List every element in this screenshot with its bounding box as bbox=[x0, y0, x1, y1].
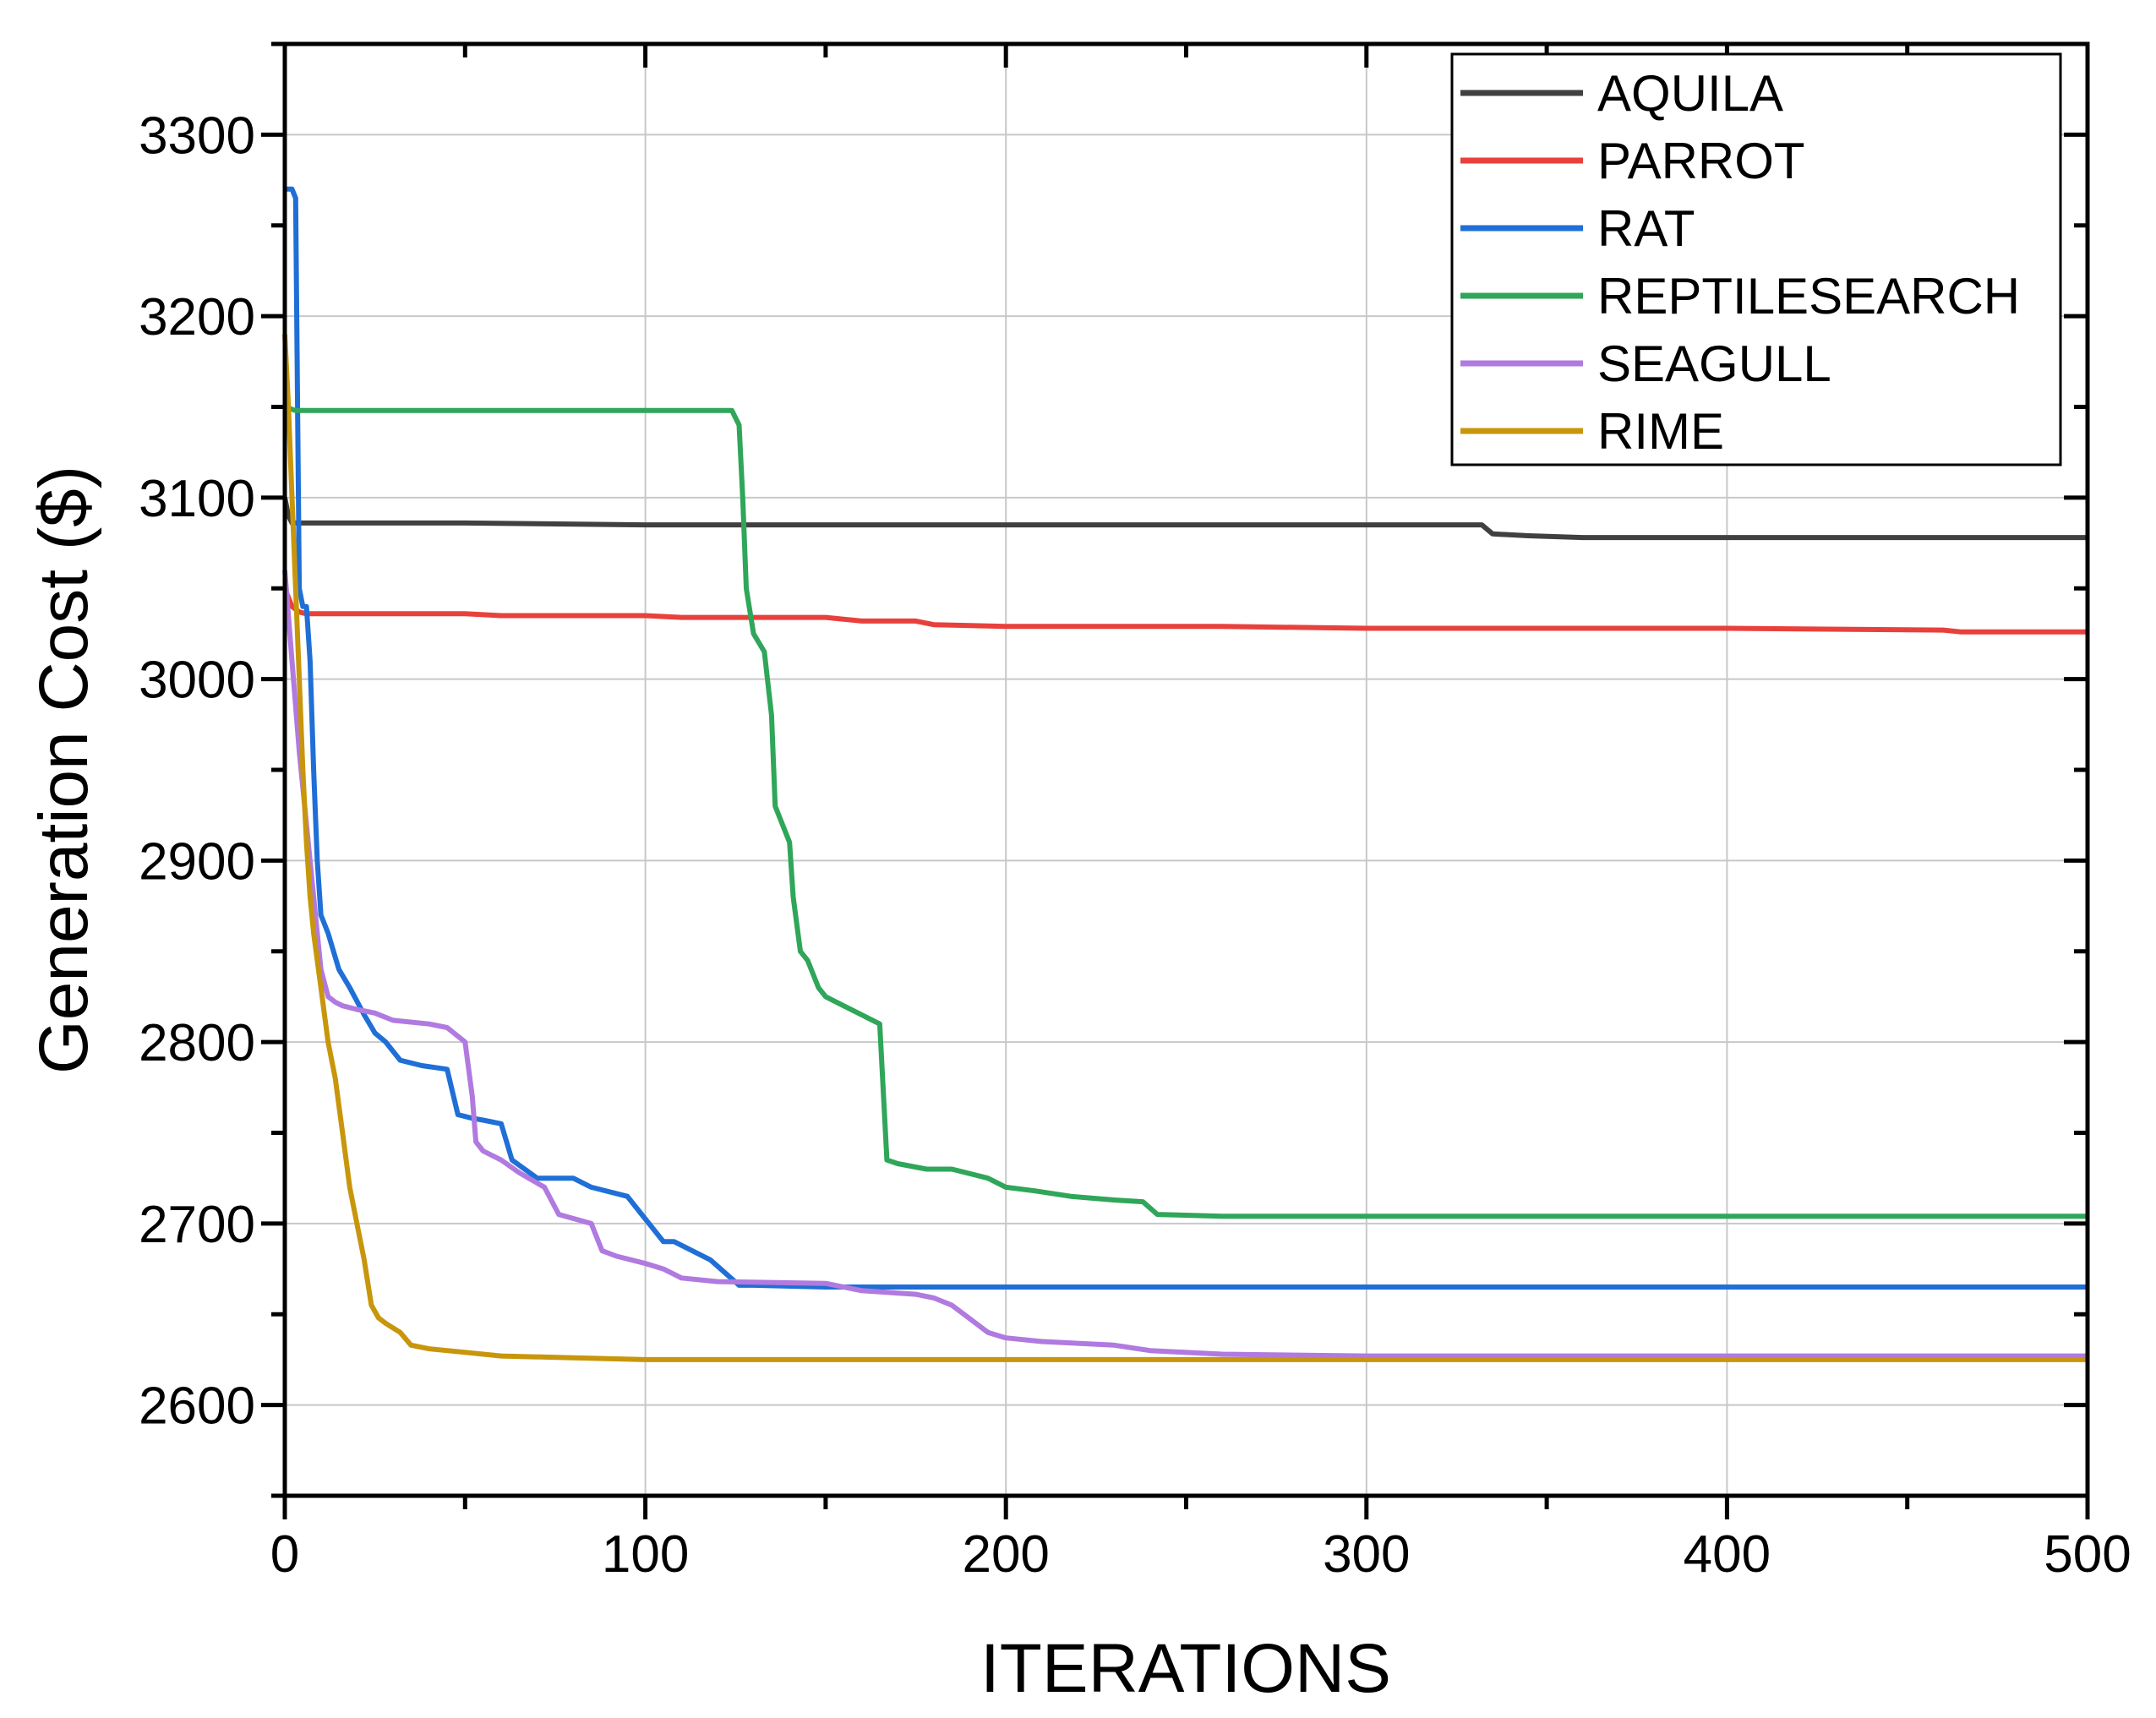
y-tick-label: 3300 bbox=[139, 106, 255, 165]
series-line-aquila bbox=[282, 497, 2088, 541]
legend-label: AQUILA bbox=[1597, 65, 1783, 122]
x-tick-label: 400 bbox=[1684, 1525, 1771, 1584]
y-tick-label: 2900 bbox=[139, 832, 255, 891]
legend: AQUILA PARROT RAT REPTILESEARCH SEAGULL RIME bbox=[1450, 52, 2062, 466]
series-lines bbox=[282, 186, 2088, 1362]
legend-label: PARROT bbox=[1597, 133, 1805, 189]
y-tick-label: 3100 bbox=[139, 470, 255, 528]
x-tick-label: 100 bbox=[602, 1525, 689, 1584]
y-tick-label: 3200 bbox=[139, 288, 255, 346]
x-tick-label: 0 bbox=[270, 1525, 299, 1584]
legend-box bbox=[1450, 52, 2062, 466]
series-line-seagull bbox=[282, 570, 2088, 1359]
x-tick-label: 500 bbox=[2044, 1525, 2131, 1584]
y-tick-label: 3000 bbox=[139, 652, 255, 710]
series-line-reptilesearch bbox=[284, 404, 2088, 1219]
y-axis-title: Generation Cost ($) bbox=[25, 466, 102, 1074]
y-tick-labels: 2600 2700 2800 2900 3000 3100 3200 3300 bbox=[139, 106, 255, 1435]
legend-label: SEAGULL bbox=[1597, 335, 1831, 392]
y-tick-label: 2800 bbox=[139, 1014, 255, 1072]
legend-label: RAT bbox=[1597, 200, 1695, 257]
y-tick-label: 2700 bbox=[139, 1196, 255, 1254]
y-tick-label: 2600 bbox=[139, 1377, 255, 1436]
x-tick-label: 200 bbox=[962, 1525, 1049, 1584]
legend-label: RIME bbox=[1597, 403, 1724, 460]
legend-label: REPTILESEARCH bbox=[1597, 268, 2020, 325]
series-line-rime bbox=[282, 334, 2088, 1362]
series-line-parrot bbox=[282, 587, 2088, 635]
x-axis-title: ITERATIONS bbox=[980, 1630, 1391, 1707]
x-tick-labels: 0 100 200 300 400 500 bbox=[270, 1525, 2131, 1584]
x-tick-label: 300 bbox=[1323, 1525, 1410, 1584]
